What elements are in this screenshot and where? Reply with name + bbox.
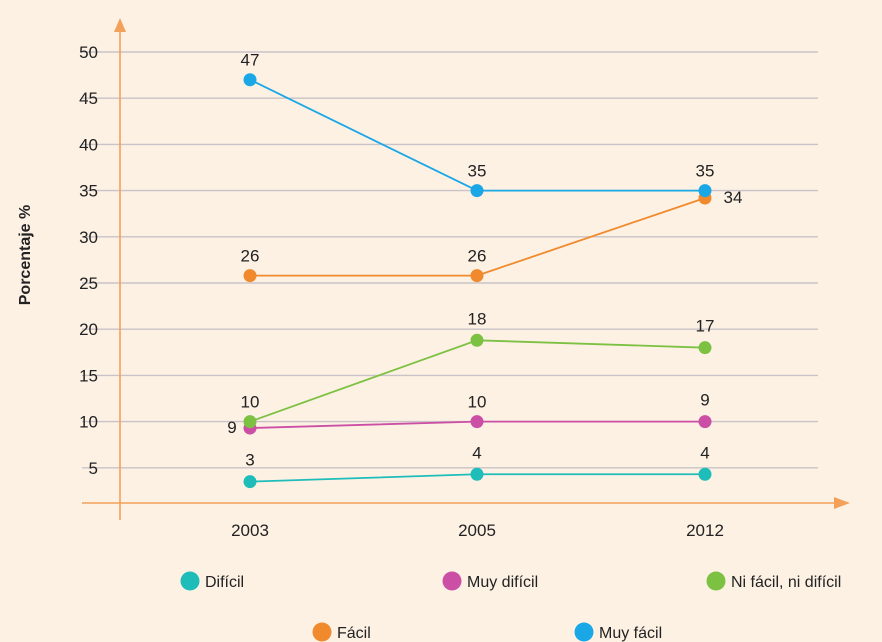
data-point (243, 415, 257, 429)
data-label: 47 (241, 51, 260, 70)
data-point (698, 184, 712, 198)
legend-item: Difícil (180, 571, 244, 591)
legend-item: Ni fácil, ni difícil (706, 571, 841, 591)
x-tick-label: 2003 (231, 521, 269, 540)
y-axis-arrow (114, 18, 126, 32)
data-label: 18 (468, 309, 487, 328)
legend-item: Muy fácil (574, 622, 662, 642)
data-point (243, 269, 257, 283)
x-tick-label: 2005 (458, 521, 496, 540)
y-tick-label: 30 (79, 228, 98, 247)
data-label: 10 (468, 393, 487, 412)
data-label: 9 (227, 418, 236, 437)
data-point (470, 467, 484, 481)
legend-swatch (442, 571, 462, 591)
legend-swatch (706, 571, 726, 591)
series-0 (243, 467, 712, 489)
legend-swatch (574, 622, 594, 642)
grid-lines (82, 51, 818, 469)
data-point (470, 415, 484, 429)
data-label: 34 (724, 188, 743, 207)
x-tick-label: 2012 (686, 521, 724, 540)
legend-item: Fácil (312, 622, 371, 642)
legend-label: Fácil (337, 625, 371, 642)
y-tick-labels: 5 10 15 20 25 30 35 40 45 50 (79, 43, 98, 478)
y-tick-label: 25 (79, 274, 98, 293)
x-axis-arrow (834, 497, 850, 509)
data-label: 9 (700, 391, 709, 410)
data-label: 3 (245, 451, 254, 470)
data-point (470, 184, 484, 198)
data-point (698, 467, 712, 481)
series-1 (243, 415, 712, 435)
y-tick-label: 50 (79, 43, 98, 62)
legend-label: Ni fácil, ni difícil (731, 574, 841, 591)
legend-label: Muy difícil (467, 574, 538, 591)
series-layer (243, 73, 712, 489)
y-axis-label: Porcentaje % (17, 205, 34, 305)
data-point (243, 73, 257, 87)
y-tick-label: 35 (79, 182, 98, 201)
legend-label: Muy fácil (599, 625, 662, 642)
axes (82, 18, 850, 520)
y-tick-label: 5 (89, 459, 98, 478)
data-point (698, 341, 712, 355)
legend-item: Muy difícil (442, 571, 538, 591)
legend-swatch (180, 571, 200, 591)
data-label: 17 (696, 317, 715, 336)
y-tick-label: 15 (79, 366, 98, 385)
data-point (698, 415, 712, 429)
legend: Difícil Muy difícil Ni fácil, ni difícil Fá… (180, 571, 841, 642)
y-tick-label: 10 (79, 413, 98, 432)
legend-label: Difícil (205, 574, 244, 591)
x-tick-labels: 2003 2005 2012 (231, 521, 724, 540)
data-point (470, 269, 484, 283)
data-label: 10 (241, 393, 260, 412)
y-tick-label: 40 (79, 135, 98, 154)
series-2 (243, 333, 712, 429)
series-4 (243, 73, 712, 198)
data-label: 4 (700, 443, 709, 462)
data-point (243, 475, 257, 489)
data-label: 26 (241, 247, 260, 266)
y-tick-label: 20 (79, 320, 98, 339)
legend-swatch (312, 622, 332, 642)
y-tick-label: 45 (79, 89, 98, 108)
data-label: 35 (468, 162, 487, 181)
data-point (470, 333, 484, 347)
data-label: 26 (468, 247, 487, 266)
data-label: 35 (696, 162, 715, 181)
data-label: 4 (472, 443, 481, 462)
